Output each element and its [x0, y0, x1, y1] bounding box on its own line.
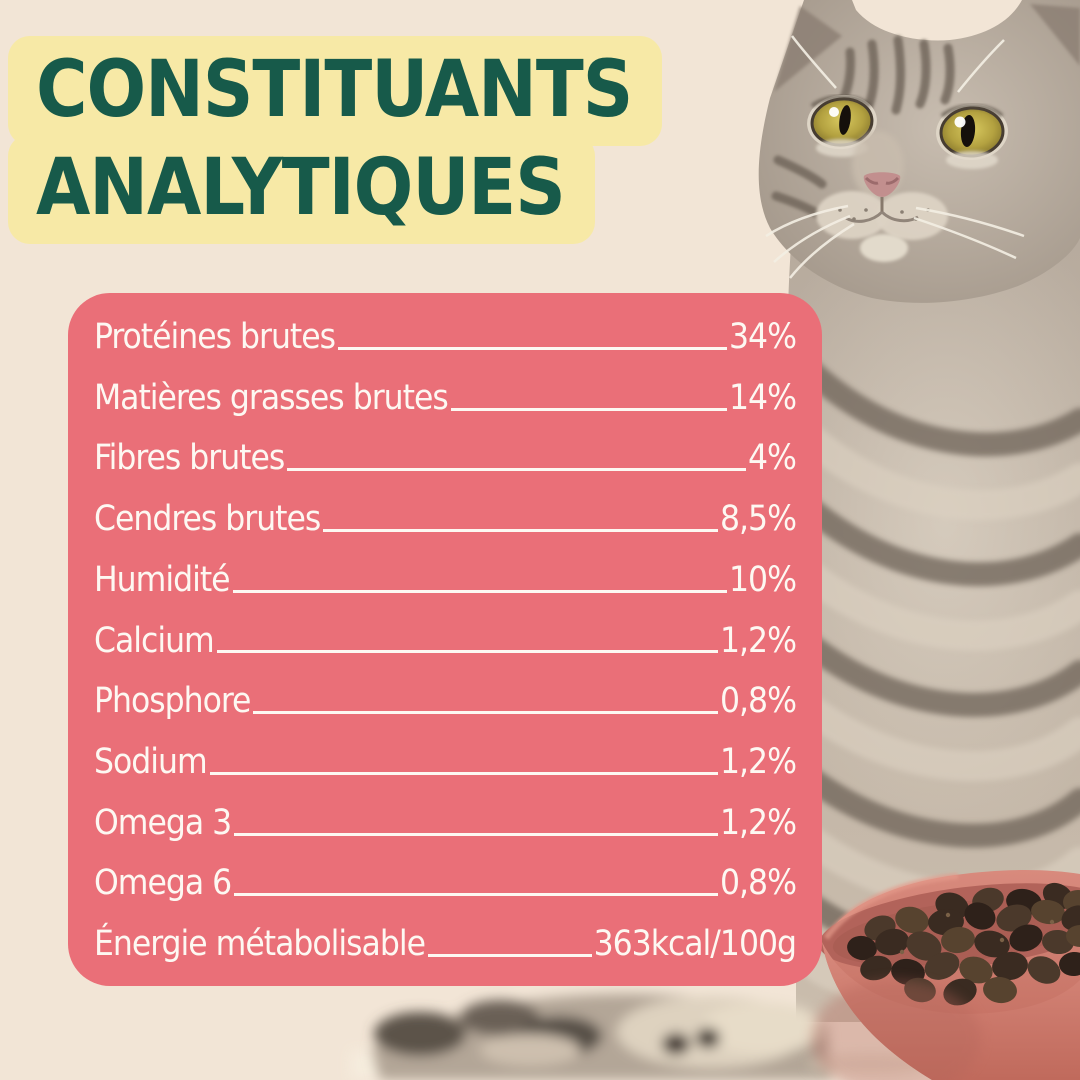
leader-line: [234, 832, 719, 836]
nutrient-row: Calcium 1,2%: [94, 620, 797, 661]
nutrient-label: Matières grasses brutes: [94, 377, 449, 418]
nutrient-row: Énergie métabolisable 363kcal/100g: [94, 924, 797, 965]
nutrient-row: Protéines brutes 34%: [94, 317, 797, 357]
title-line-2: ANALYTIQUES: [8, 134, 595, 244]
nutrient-value: 34%: [729, 317, 797, 357]
cat-head: [758, 0, 1080, 303]
nutrient-row: Humidité 10%: [94, 559, 797, 600]
nutrient-label: Sodium: [94, 742, 208, 783]
kibble: [847, 882, 1080, 1006]
nutrient-row: Sodium 1,2%: [94, 742, 797, 783]
cat-nose: [863, 172, 901, 197]
nutrient-value: 0,8%: [720, 863, 797, 904]
leader-line: [323, 528, 719, 532]
leader-line: [253, 711, 719, 715]
nutrient-row: Fibres brutes 4%: [94, 438, 797, 479]
leader-line: [232, 589, 728, 593]
nutrient-value: 10%: [729, 559, 797, 600]
nutrient-row: Cendres brutes 8,5%: [94, 499, 797, 540]
leader-line: [216, 650, 719, 654]
nutrient-row: Omega 6 0,8%: [94, 863, 797, 904]
leader-line: [427, 953, 592, 957]
nutrient-value: 1,2%: [720, 742, 797, 783]
nutrient-label: Omega 6: [94, 863, 232, 904]
nutrient-label: Omega 3: [94, 802, 232, 843]
nutrient-label: Fibres brutes: [94, 438, 285, 479]
nutrient-value: 8,5%: [720, 499, 797, 540]
analytical-constituents-panel: Protéines brutes 34% Matières grasses bru…: [68, 293, 822, 986]
leader-line: [450, 407, 728, 411]
nutrient-label: Humidité: [94, 559, 231, 600]
nutrient-label: Protéines brutes: [94, 317, 336, 357]
leader-line: [287, 468, 747, 472]
leader-line: [209, 771, 719, 775]
leader-line: [338, 346, 728, 350]
nutrient-row: Matières grasses brutes 14%: [94, 377, 797, 418]
cat-whiskers: [765, 35, 1025, 279]
nutrient-value: 1,2%: [720, 802, 797, 843]
nutrient-value: 14%: [729, 377, 797, 418]
food-bowl: [808, 870, 1080, 1080]
nutrient-row: Omega 3 1,2%: [94, 802, 797, 843]
nutrient-value: 4%: [748, 438, 797, 479]
title-line-1: CONSTITUANTS: [8, 36, 663, 146]
nutrient-label: Cendres brutes: [94, 499, 321, 540]
nutrient-label: Énergie métabolisable: [94, 924, 426, 965]
nutrient-value: 1,2%: [720, 620, 797, 661]
cat-front-leg: [372, 993, 832, 1080]
page-title: CONSTITUANTS ANALYTIQUES: [8, 36, 663, 244]
nutrient-value: 0,8%: [720, 681, 797, 722]
nutrient-label: Phosphore: [94, 681, 251, 722]
nutrient-value: 363kcal/100g: [593, 924, 797, 965]
leader-line: [234, 893, 719, 897]
nutrient-row: Phosphore 0,8%: [94, 681, 797, 722]
cat-eyes: [807, 94, 1008, 169]
nutrient-label: Calcium: [94, 620, 215, 661]
